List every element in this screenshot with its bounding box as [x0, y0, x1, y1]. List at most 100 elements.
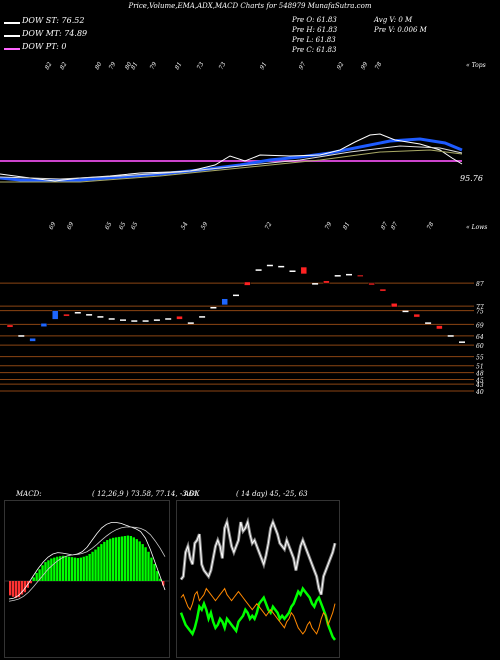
macd-histogram-bar — [11, 581, 15, 597]
candle-body — [425, 322, 432, 324]
macd-histogram-bar — [138, 541, 141, 581]
candle-body — [357, 274, 364, 277]
macd-histogram-bar — [162, 581, 165, 586]
lows-tick-label: 65 — [104, 221, 114, 231]
lows-tick-label: 65 — [118, 221, 128, 231]
macd-histogram-bar — [53, 557, 56, 581]
dow-mt-swatch — [4, 35, 20, 37]
macd-histogram-bar — [91, 551, 94, 581]
candle-body — [368, 282, 375, 286]
candle-body — [346, 273, 352, 276]
ema-mid-line — [0, 145, 463, 180]
adx-panel — [176, 500, 340, 658]
dow-pt-swatch — [4, 48, 20, 50]
macd-histogram-bar — [147, 551, 150, 581]
candle-body — [18, 335, 25, 337]
macd-histogram-bar — [106, 540, 109, 581]
macd-histogram-bar — [141, 544, 144, 581]
avg-volume: Avg V: 0 M — [374, 16, 413, 24]
candle-body — [300, 266, 308, 275]
macd-line — [8, 522, 166, 600]
tops-tick-label: 82 — [59, 61, 69, 71]
macd-histogram-bar — [50, 558, 53, 581]
macd-histogram-bar — [23, 581, 27, 593]
candle-body — [131, 320, 138, 322]
macd-histogram-bar — [123, 536, 127, 581]
tops-tick-label: 97 — [298, 61, 308, 71]
chart-header-title: Price,Volume,EMA,ADX,MACD Charts for 548… — [128, 2, 372, 10]
lows-tick-label: 81 — [342, 221, 352, 231]
dow-mt-label: DOW MT: 74.89 — [22, 29, 88, 38]
macd-histogram-bar — [32, 577, 35, 581]
candle-body — [210, 306, 217, 309]
candle-body — [233, 294, 239, 297]
candle-body — [74, 312, 81, 314]
candle-body — [176, 315, 183, 320]
tops-tick-label: 80 — [94, 61, 104, 71]
ema-long-line — [0, 149, 463, 183]
macd-histogram-bar — [29, 581, 32, 584]
macd-histogram-bar — [67, 556, 71, 581]
tops-tick-label: 79 — [108, 61, 118, 71]
macd-histogram-bar — [85, 555, 88, 581]
level-label: 75 — [476, 309, 484, 316]
macd-histogram-bar — [35, 572, 38, 581]
tops-tick-label: 80 — [124, 61, 134, 71]
macd-histogram-bar — [112, 537, 115, 581]
macd-histogram-bar — [144, 547, 147, 581]
candle-body — [278, 265, 285, 268]
candle-body — [187, 322, 194, 324]
adx-line-shadow — [179, 516, 337, 596]
candle-body — [108, 318, 115, 320]
lows-tick-label: 79 — [324, 221, 334, 231]
macd-histogram-bar — [44, 562, 47, 581]
macd-histogram-bar — [82, 556, 85, 581]
macd-histogram-bar — [120, 536, 124, 581]
pre-low: Pre L: 61.83 — [292, 36, 336, 44]
macd-histogram-bar — [41, 565, 44, 581]
tops-label: « Tops — [466, 62, 486, 69]
candle-body — [413, 313, 421, 318]
macd-histogram-bar — [126, 535, 130, 581]
tops-tick-label: 78 — [374, 61, 384, 71]
candle-body — [6, 324, 14, 328]
dow-st-label: DOW ST: 76.52 — [22, 16, 85, 25]
macd-histogram-bar — [150, 557, 153, 581]
macd-histogram-bar — [94, 549, 97, 581]
macd-histogram-bar — [47, 560, 50, 581]
level-label: 60 — [476, 343, 484, 350]
tops-tick-label: 73 — [218, 61, 228, 71]
dow-st-swatch — [4, 22, 20, 24]
lows-tick-label: 87 — [380, 221, 390, 231]
macd-histogram-bar — [114, 537, 118, 581]
macd-histogram-bar — [156, 571, 159, 581]
lows-tick-label: 54 — [180, 221, 190, 231]
macd-params: ( 12,26,9 ) 73.58, 77.14, -3.61 — [92, 490, 198, 498]
lows-tick-label: 69 — [66, 221, 76, 231]
tops-tick-label: 91 — [259, 61, 269, 71]
macd-title: MACD: — [16, 490, 42, 498]
macd-histogram-bar — [38, 569, 41, 581]
candle-body — [63, 313, 70, 317]
candle-body — [255, 269, 262, 271]
lows-tick-label: 78 — [426, 221, 436, 231]
candle-body — [51, 310, 59, 320]
macd-histogram-bar — [73, 557, 77, 581]
macd-histogram-bar — [88, 554, 91, 581]
last-price-label: 95.76 — [460, 174, 483, 183]
level-label: 51 — [476, 364, 484, 371]
tops-tick-label: 82 — [44, 61, 54, 71]
macd-histogram-bar — [100, 544, 103, 581]
dow-pt-label: DOW PT: 0 — [22, 42, 67, 51]
lows-tick-label: 72 — [264, 221, 274, 231]
macd-histogram-bar — [20, 581, 24, 595]
level-label: 77 — [476, 304, 484, 311]
macd-chart — [5, 522, 169, 602]
candle-body — [120, 319, 126, 321]
candle-body — [86, 314, 93, 316]
candle-body — [436, 325, 443, 330]
macd-histogram-bar — [97, 546, 100, 581]
macd-histogram-bar — [117, 536, 121, 581]
candle-body — [334, 275, 341, 277]
